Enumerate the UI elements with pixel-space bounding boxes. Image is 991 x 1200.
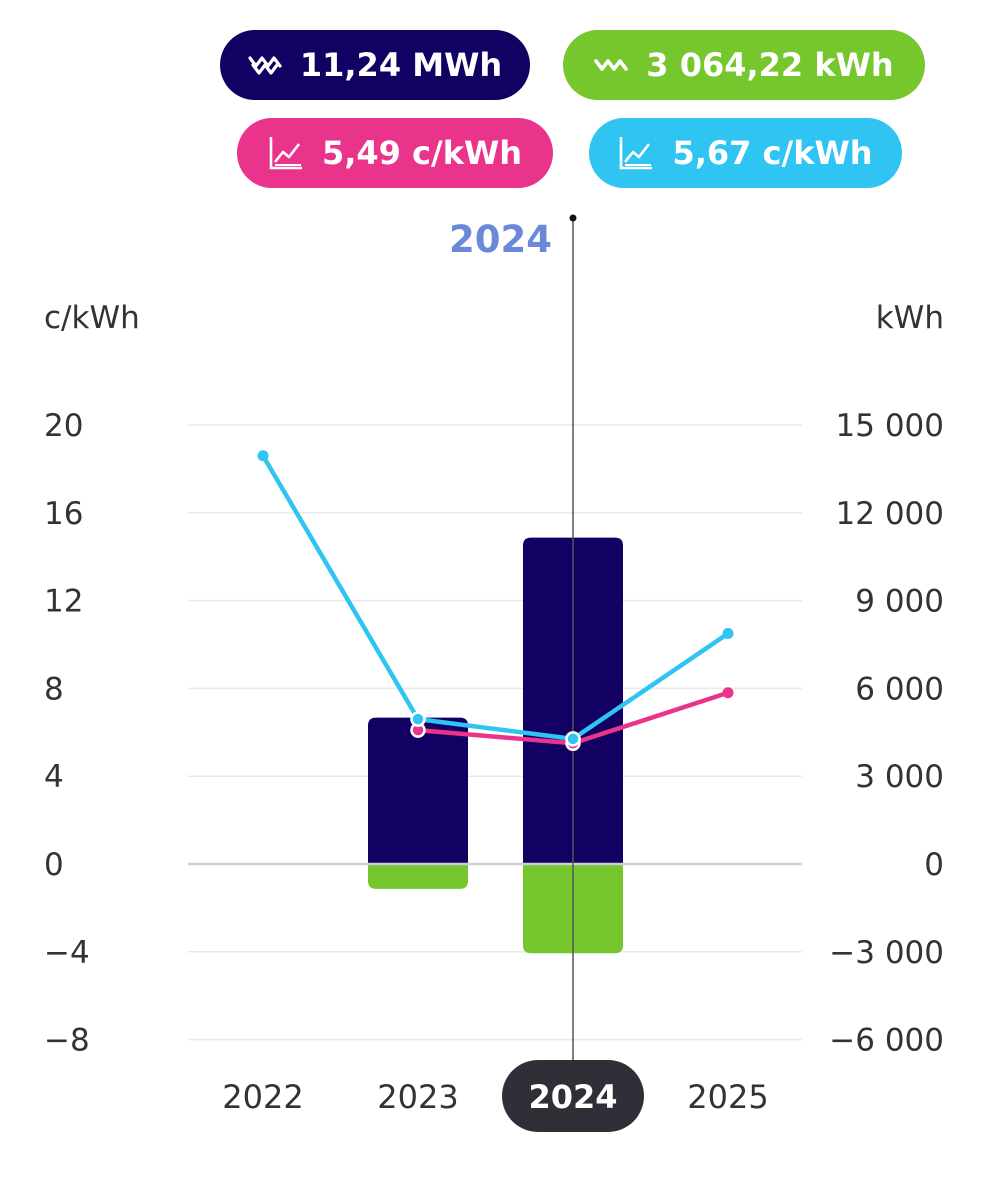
price-b-badge[interactable]: 5,67 c/kWh (589, 118, 902, 188)
price-point (410, 711, 426, 727)
left-axis-title: c/kWh (44, 300, 140, 336)
line-chart-icon (268, 135, 304, 171)
price-point (722, 628, 734, 640)
axes: 20 15 000 16 12 000 12 9 000 8 6 000 4 3 000 0 0 −4 −… (44, 300, 944, 1059)
feed-in-icon (594, 56, 629, 74)
right-tick-label: 3 000 (855, 759, 944, 795)
selection-cursor-group: 2024 (449, 214, 577, 1062)
production-total-value: 11,24 MWh (299, 46, 503, 84)
right-tick-label: −6 000 (829, 1023, 944, 1059)
price-point (257, 450, 269, 462)
feed-in-total-value: 3 064,22 kWh (646, 46, 894, 84)
x-tick-label-selected[interactable]: 2024 (528, 1078, 617, 1116)
price-b-value: 5,67 c/kWh (672, 134, 873, 172)
price-a-value: 5,49 c/kWh (321, 134, 523, 172)
x-tick-label[interactable]: 2022 (222, 1078, 303, 1116)
x-tick-label[interactable]: 2025 (687, 1078, 768, 1116)
left-tick-label: 4 (44, 759, 64, 795)
production-bar (368, 717, 468, 864)
selected-year-title: 2024 (449, 218, 552, 261)
feed-in-total-badge[interactable]: 3 064,22 kWh (563, 30, 925, 100)
x-axis[interactable]: 2022 2023 2024 2025 (222, 1060, 769, 1132)
right-tick-label: 9 000 (855, 584, 944, 620)
left-tick-label: 16 (44, 496, 83, 532)
right-tick-label: 0 (924, 847, 944, 883)
right-axis-title: kWh (876, 300, 944, 336)
right-tick-label: 15 000 (836, 408, 944, 444)
grid-lines (188, 424, 802, 1041)
price-line-blue (260, 453, 731, 742)
left-tick-label: 20 (44, 408, 83, 444)
price-point (722, 687, 734, 699)
production-icon (248, 54, 282, 76)
feed-in-bar (368, 864, 468, 889)
right-tick-label: 12 000 (836, 496, 944, 532)
price-a-badge[interactable]: 5,49 c/kWh (237, 118, 553, 188)
left-tick-label: 12 (44, 584, 83, 620)
selected-year-pill[interactable] (502, 1060, 644, 1132)
price-lines (257, 450, 734, 752)
left-tick-label: −4 (44, 935, 90, 971)
left-tick-label: 0 (44, 847, 64, 883)
left-tick-label: −8 (44, 1023, 90, 1059)
x-tick-label[interactable]: 2023 (377, 1078, 458, 1116)
right-tick-label: −3 000 (829, 935, 944, 971)
price-point (565, 731, 581, 747)
line-chart-icon (618, 135, 654, 171)
production-total-badge[interactable]: 11,24 MWh (220, 30, 530, 100)
left-tick-label: 8 (44, 671, 64, 707)
selection-cursor-dot (569, 214, 577, 222)
right-tick-label: 6 000 (855, 671, 944, 707)
